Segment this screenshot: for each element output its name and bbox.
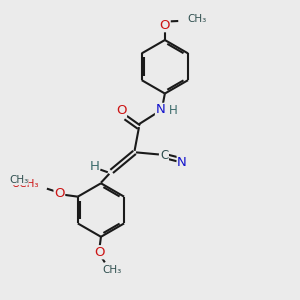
Text: CH₃: CH₃ [9,175,28,185]
Text: N: N [155,103,165,116]
Text: O: O [94,246,105,259]
Text: C: C [160,149,168,162]
Text: H: H [89,160,99,173]
Text: O: O [116,104,126,117]
Text: CH₃: CH₃ [102,265,122,275]
Text: O: O [160,19,170,32]
Text: OCH₃: OCH₃ [11,179,39,189]
Text: H: H [169,104,177,117]
Text: O: O [54,187,64,200]
Text: N: N [177,156,187,169]
Text: CH₃: CH₃ [187,14,206,24]
